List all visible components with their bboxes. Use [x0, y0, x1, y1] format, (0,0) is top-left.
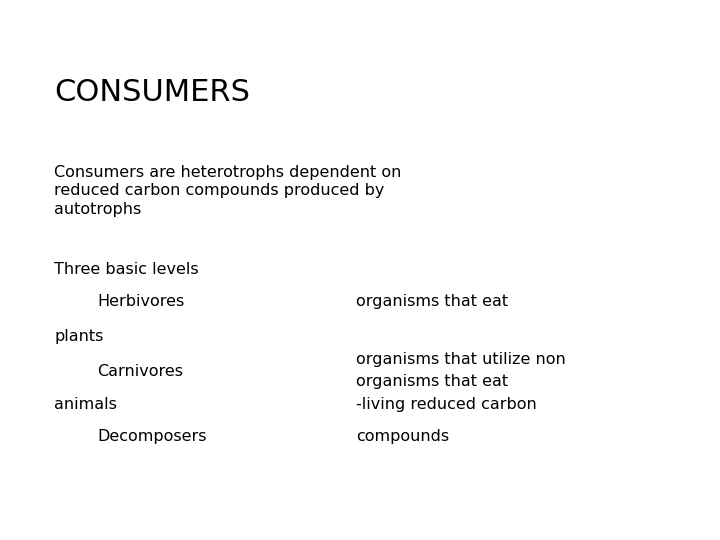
Text: organisms that eat: organisms that eat — [356, 294, 508, 309]
Text: animals: animals — [54, 397, 117, 412]
Text: -living reduced carbon: -living reduced carbon — [356, 397, 537, 412]
Text: Herbivores: Herbivores — [97, 294, 184, 309]
Text: organisms that utilize non: organisms that utilize non — [356, 352, 566, 367]
Text: Three basic levels: Three basic levels — [54, 262, 199, 277]
Text: organisms that eat: organisms that eat — [356, 374, 508, 389]
Text: plants: plants — [54, 329, 104, 345]
Text: Decomposers: Decomposers — [97, 429, 207, 444]
Text: Carnivores: Carnivores — [97, 364, 183, 380]
Text: CONSUMERS: CONSUMERS — [54, 78, 250, 107]
Text: Consumers are heterotrophs dependent on
reduced carbon compounds produced by
aut: Consumers are heterotrophs dependent on … — [54, 165, 401, 217]
Text: compounds: compounds — [356, 429, 449, 444]
